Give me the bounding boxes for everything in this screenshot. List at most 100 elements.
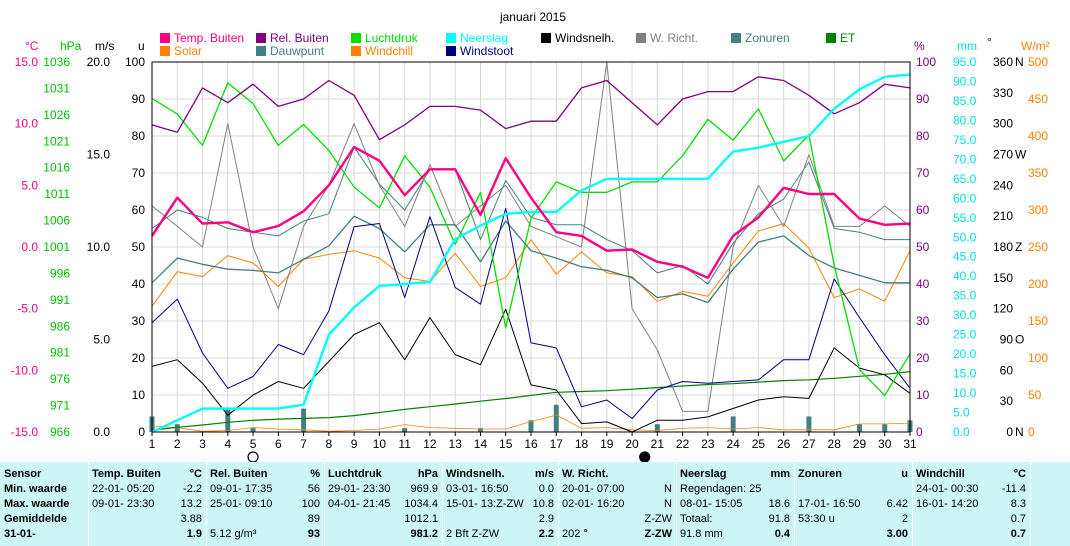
stat-header-unit: °C: [189, 468, 202, 480]
stat-row-label: Max. waarde: [4, 498, 70, 510]
stat-cell-context: 53:30 u: [798, 513, 835, 525]
axis-tick-direction_deg: 180: [993, 240, 1013, 254]
stat-column: Neerslag mm Regendagen: 25 08-01- 15:05 18.6…: [676, 462, 795, 546]
axis-tick-humidity_pct: 30: [916, 314, 930, 328]
legend-label: Solar: [174, 44, 202, 58]
stat-header-name: Rel. Buiten: [210, 468, 268, 480]
x-tick-label: 22: [676, 437, 690, 451]
stat-row: 2 Bft Z-ZW 2.2: [446, 528, 554, 544]
stat-row: 0.7: [916, 513, 1026, 529]
x-tick-label: 21: [651, 437, 665, 451]
x-tick-label: 17: [550, 437, 564, 451]
stat-row: 2.9: [446, 513, 554, 529]
legend-swatch: [160, 46, 170, 56]
stat-row: Max. waarde: [4, 498, 84, 514]
stat-row: 0.7: [916, 528, 1026, 544]
stat-cell-value: 2.9: [538, 513, 554, 525]
stat-cell-value: 0.4: [774, 528, 790, 540]
legend-label: W. Richt.: [650, 31, 698, 45]
moon-phases: [247, 451, 651, 462]
stat-cell-value: 100: [301, 498, 320, 510]
stat-column: Zonuren u 17-01- 16:50 6.42 53:30 u 2 3.00: [794, 462, 913, 546]
stat-cell-value: 13.2: [180, 498, 202, 510]
stat-header-unit: hPa: [417, 468, 438, 480]
stat-cell-value: 93: [307, 528, 320, 540]
axis-tick-rain_mm: 55.0: [953, 211, 977, 225]
stat-row: 16-01- 14:20 8.3: [916, 498, 1026, 514]
stat-cell-value: 56: [307, 483, 320, 495]
stat-cell-context: 09-01- 17:35: [210, 483, 273, 495]
stat-row: Z-ZW: [562, 513, 672, 529]
stat-cell-value: 6.42: [886, 498, 908, 510]
legend-swatch: [636, 33, 646, 43]
stat-row: 09-01- 23:30 13.2: [92, 498, 202, 514]
stat-cell-context: 91.8 mm: [680, 528, 723, 540]
stat-cell-value: 2: [901, 513, 908, 525]
stat-cell-context: 17-01- 16:50: [798, 498, 861, 510]
stat-cell-value: 8.3: [1010, 498, 1026, 510]
axis-tick-humidity_pct: 10: [916, 388, 930, 402]
rain-bar: [477, 428, 483, 432]
rain-bar: [654, 424, 660, 432]
axis-unit-wind_ms: m/s: [95, 39, 114, 53]
legend-label: Windstoot: [460, 44, 514, 58]
series-line-dauwpunt: [151, 215, 910, 304]
axis-tick-pressure_hpa: 991: [50, 293, 70, 307]
axis-unit-sun_u: u: [138, 39, 145, 53]
x-tick-label: 23: [701, 437, 715, 451]
series-line-rel-buiten: [151, 76, 911, 141]
stat-row-label: 31-01-: [4, 528, 36, 540]
rain-bar: [856, 424, 862, 432]
axis-tick-direction_deg: 270: [993, 148, 1013, 162]
stat-header: Rel. Buiten%: [210, 468, 320, 484]
x-tick-label: 8: [326, 437, 333, 451]
stat-cell-context: 15-01- 13:Z-ZW: [446, 498, 524, 510]
x-tick-label: 19: [600, 437, 614, 451]
axis-unit-pressure_hpa: hPa: [60, 39, 82, 53]
axis-tick-sun_u: 30: [132, 314, 146, 328]
legend-swatch: [256, 33, 266, 43]
stat-header-name: Zonuren: [798, 468, 842, 480]
axis-tick-direction_deg: 360: [993, 55, 1013, 69]
axis-tick-rain_mm: 50.0: [953, 230, 977, 244]
stat-column: Temp. Buiten °C 22-01- 05:20 -2.2 09-01- 23:…: [88, 462, 207, 546]
stat-cell-value: 969.9: [410, 483, 438, 495]
x-tick-label: 4: [224, 437, 231, 451]
stat-header-name: Windsnelh.: [446, 468, 505, 480]
stat-cell-context: 24-01- 00:30: [916, 483, 979, 495]
legend-swatch: [160, 33, 170, 43]
axis-tick-solar_wm2: 350: [1028, 166, 1048, 180]
stat-cell-value: 3.00: [886, 528, 908, 540]
axis-tick-pressure_hpa: 1026: [43, 108, 70, 122]
stat-row: 3.88: [92, 513, 202, 529]
axis-tick-solar_wm2: 100: [1028, 351, 1048, 365]
stat-cell-value: 1.9: [186, 528, 202, 540]
axis-tick-pressure_hpa: 1011: [44, 187, 70, 201]
rain-bar: [882, 424, 888, 432]
stat-row: 24-01- 00:30 -11.4: [916, 483, 1026, 499]
x-tick-label: 14: [474, 437, 488, 451]
axis-tick-pressure_hpa: 996: [50, 266, 70, 280]
legend-swatch: [826, 33, 836, 43]
axis-tick-solar_wm2: 250: [1028, 240, 1048, 254]
axis-tick-humidity_pct: 100: [916, 55, 936, 69]
axis-tick-solar_wm2: 200: [1028, 277, 1048, 291]
x-tick-label: 20: [625, 437, 639, 451]
axis-tick-rain_mm: 20.0: [953, 347, 977, 361]
axis-tick-temp_c: 0.0: [21, 240, 38, 254]
axis-tick-rain_mm: 10.0: [953, 386, 977, 400]
axis-tick-humidity_pct: 50: [916, 240, 930, 254]
legend-swatch: [446, 33, 456, 43]
axis-tick-pressure_hpa: 966: [50, 425, 70, 439]
stat-row: 53:30 u 2: [798, 513, 908, 529]
rain-bar: [730, 416, 736, 432]
plot-frame: [151, 61, 911, 433]
x-tick-label: 12: [423, 437, 437, 451]
stat-header: Zonuren u: [798, 468, 908, 484]
axis-tick-rain_mm: 40.0: [953, 269, 977, 283]
axis-tick-pressure_hpa: 1031: [43, 81, 70, 95]
stat-row: 25-01- 09:10 100: [210, 498, 320, 514]
axis-tick-temp_c: 15.0: [15, 55, 39, 69]
stat-cell-context: 2 Bft Z-ZW: [446, 528, 500, 540]
series-line-solar: [151, 414, 911, 432]
